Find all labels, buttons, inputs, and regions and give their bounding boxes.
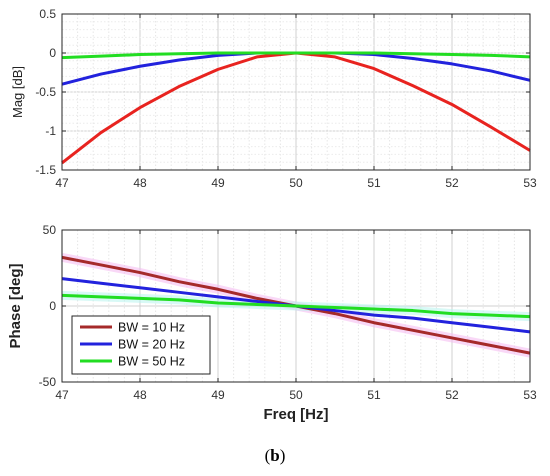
magnitude-y-label: Mag [dB] xyxy=(10,66,25,118)
phase-ticks: 47 48 49 50 51 52 53 50 0 -50 xyxy=(39,223,537,402)
magnitude-x-tick-label: 47 xyxy=(55,176,69,190)
magnitude-y-tick-label: 0.5 xyxy=(39,7,56,21)
legend-entry-2: BW = 20 Hz xyxy=(118,338,185,352)
magnitude-y-tick-label: 0 xyxy=(49,46,56,60)
phase-y-label: Phase [deg] xyxy=(7,263,24,348)
legend-entry-1: BW = 10 Hz xyxy=(118,321,185,335)
phase-y-tick-label: 0 xyxy=(49,299,56,313)
magnitude-series-line-3 xyxy=(61,51,531,60)
magnitude-x-tick-label: 48 xyxy=(133,176,147,190)
phase-legend: BW = 10 Hz BW = 20 Hz BW = 50 Hz xyxy=(71,315,211,375)
phase-x-tick-label: 53 xyxy=(523,388,537,402)
figure-caption: (b) xyxy=(0,446,550,466)
magnitude-x-tick-label: 50 xyxy=(289,176,303,190)
phase-series xyxy=(61,252,531,358)
phase-y-tick-label: 50 xyxy=(43,223,57,237)
phase-x-tick-label: 51 xyxy=(367,388,381,402)
magnitude-x-tick-label: 51 xyxy=(367,176,381,190)
phase-x-label: Freq [Hz] xyxy=(264,406,329,423)
magnitude-grid xyxy=(61,13,531,171)
phase-x-tick-label: 48 xyxy=(133,388,147,402)
magnitude-y-tick-label: -1.5 xyxy=(35,163,56,177)
phase-x-tick-label: 47 xyxy=(55,388,69,402)
phase-x-tick-label: 50 xyxy=(289,388,303,402)
phase-y-tick-label: -50 xyxy=(39,375,57,389)
phase-x-tick-label: 52 xyxy=(445,388,459,402)
magnitude-x-tick-label: 53 xyxy=(523,176,537,190)
magnitude-ticks: 47 48 49 50 51 52 53 0.5 0 -0.5 -1 -1.5 xyxy=(35,7,537,190)
phase-x-tick-label: 49 xyxy=(211,388,225,402)
magnitude-y-tick-label: -0.5 xyxy=(35,85,56,99)
caption-label: b xyxy=(270,446,280,465)
chart-figure: 47 48 49 50 51 52 53 0.5 0 -0.5 -1 -1.5 Mag [dB] 47… xyxy=(7,7,537,423)
phase-series-line-3 xyxy=(61,293,531,319)
caption-open: ( xyxy=(264,446,271,465)
magnitude-plot: 47 48 49 50 51 52 53 0.5 0 -0.5 -1 -1.5 Mag [dB] xyxy=(10,7,537,190)
magnitude-x-tick-label: 52 xyxy=(445,176,459,190)
magnitude-x-tick-label: 49 xyxy=(211,176,225,190)
caption-close: ) xyxy=(279,446,286,465)
legend-entry-3: BW = 50 Hz xyxy=(118,355,185,369)
phase-plot: 47 48 49 50 51 52 53 50 0 -50 Phase [deg] Freq [H… xyxy=(7,223,537,423)
magnitude-series xyxy=(61,51,531,165)
magnitude-y-tick-label: -1 xyxy=(45,124,56,138)
